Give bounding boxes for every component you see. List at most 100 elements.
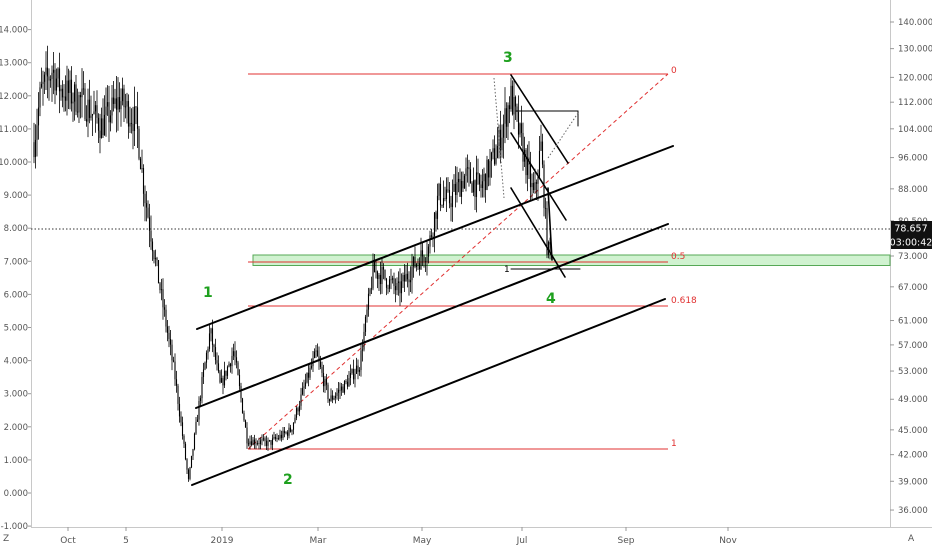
candle-body — [375, 271, 377, 273]
pattern-vertical — [547, 187, 553, 261]
right-tick-label: 61.000 — [898, 317, 928, 327]
candle-body — [538, 150, 541, 177]
candle-body — [51, 72, 53, 80]
candle-body — [306, 372, 308, 383]
candle-body — [114, 98, 116, 104]
candle-body — [61, 88, 64, 98]
candle-body — [256, 443, 259, 445]
candle-body — [429, 235, 431, 247]
candle-body — [508, 105, 511, 110]
candle-body — [73, 84, 76, 102]
candle-body — [69, 79, 71, 93]
candle-body — [465, 168, 467, 176]
right-tick-label: 120.000 — [898, 73, 932, 83]
candle-body — [448, 190, 451, 204]
candle-body — [307, 372, 310, 378]
candle-body — [265, 440, 268, 446]
right-tick-label: 45.000 — [898, 426, 928, 436]
candle-body — [193, 433, 196, 450]
candle-body — [472, 180, 475, 193]
left-tick-label: 1.000 — [4, 456, 28, 466]
candle-body — [393, 278, 395, 286]
pattern-down-third — [510, 187, 566, 278]
candle-body — [510, 85, 512, 110]
candle-body — [520, 123, 523, 133]
fib-levels[interactable] — [247, 73, 669, 450]
candle-body — [376, 271, 379, 279]
left-tick-label: 3.000 — [4, 390, 28, 400]
candle-body — [417, 263, 419, 265]
channel-upper-line — [196, 145, 674, 330]
candle-body — [342, 386, 344, 393]
candle-body — [172, 360, 175, 362]
candle-body — [171, 344, 173, 361]
pattern-lines[interactable] — [510, 74, 581, 278]
candle-body — [549, 242, 551, 245]
corner-mark-right[interactable]: A — [908, 534, 915, 544]
candle-body — [87, 99, 89, 122]
candle-body — [213, 344, 215, 348]
wave-label-2: 2 — [283, 472, 293, 488]
time-tick-label: Mar — [310, 536, 327, 546]
candle-body — [103, 114, 106, 136]
candle-body — [117, 97, 119, 110]
candle-body — [126, 101, 128, 107]
candle-body — [108, 102, 110, 123]
fib-trend-line — [247, 73, 669, 450]
candle-body — [525, 149, 527, 176]
candle-body — [196, 419, 199, 422]
candle-body — [484, 174, 487, 190]
candle-body — [385, 278, 388, 288]
candle-body — [228, 363, 230, 367]
candle-body — [426, 256, 428, 262]
candle-body — [118, 97, 121, 110]
candle-body — [88, 99, 91, 118]
candle-body — [333, 398, 335, 400]
candle-body — [79, 95, 82, 98]
candle-body — [349, 373, 352, 379]
price-candles[interactable] — [33, 45, 551, 482]
candle-body — [96, 105, 98, 118]
candle-body — [496, 146, 499, 158]
candle-body — [120, 101, 122, 110]
candle-body — [279, 434, 281, 439]
left-tick-label: 9.000 — [4, 191, 28, 201]
candle-body — [414, 256, 416, 267]
candle-body — [408, 279, 410, 283]
candle-body — [397, 281, 400, 283]
candle-body — [474, 180, 476, 197]
candle-body — [480, 184, 482, 189]
candle-body — [541, 141, 544, 165]
candle-body — [319, 361, 322, 368]
left-tick-label: 11.000 — [0, 125, 28, 135]
candle-body — [391, 278, 394, 280]
trend-channels[interactable] — [191, 145, 674, 486]
candle-body — [180, 416, 182, 423]
last-price-badge[interactable]: 78.657 — [891, 221, 932, 235]
candle-body — [157, 260, 160, 284]
candle-body — [243, 413, 245, 421]
wave-label-4: 4 — [546, 291, 556, 307]
candle-body — [82, 88, 85, 90]
candle-body — [295, 408, 298, 418]
candle-body — [78, 95, 80, 113]
candle-body — [495, 157, 497, 164]
support-zone[interactable] — [252, 254, 891, 266]
right-tick-label: 140.000 — [898, 18, 932, 28]
time-axis[interactable]: Oct 5 2019 Mar May Jul Sep Nov — [60, 527, 737, 546]
corner-mark-left[interactable]: Z — [3, 534, 9, 544]
left-axis[interactable]: 14.000 13.000 12.000 11.000 10.000 9.000 8.000… — [0, 26, 31, 532]
candle-body — [450, 203, 452, 208]
candle-body — [406, 273, 409, 280]
candle-body — [400, 281, 403, 294]
candle-body — [336, 392, 338, 396]
left-tick-label: 12.000 — [0, 92, 28, 102]
candle-body — [280, 434, 283, 439]
candle-body — [55, 78, 58, 91]
candle-body — [81, 88, 83, 98]
candle-body — [382, 267, 385, 270]
candle-body — [366, 309, 368, 317]
candle-body — [358, 370, 361, 372]
